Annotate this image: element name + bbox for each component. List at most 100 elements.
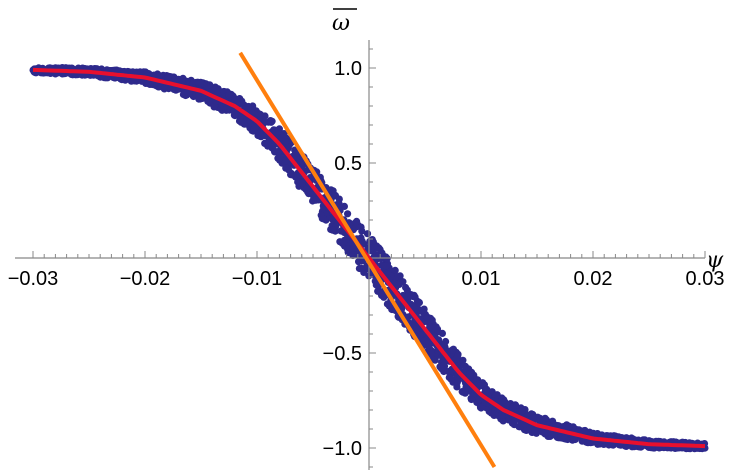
scatter-point — [418, 306, 426, 314]
scatter-point — [426, 323, 434, 331]
y-tick-label: 1.0 — [334, 58, 362, 80]
scatter-point — [482, 386, 490, 394]
fit-lines — [32, 51, 706, 469]
scatter-point — [467, 395, 475, 404]
scatter-point — [428, 350, 436, 359]
y-tick-label: 0.5 — [334, 153, 362, 175]
scatter-point — [508, 403, 517, 411]
x-tick-label: −0.02 — [120, 268, 171, 290]
scatter-point — [380, 293, 388, 301]
scatter-point — [267, 118, 275, 126]
scatter-point — [128, 77, 136, 85]
scatter-point — [372, 281, 380, 289]
scatter-point — [218, 106, 226, 114]
scatter-point — [225, 91, 233, 99]
scatter-point — [538, 428, 546, 436]
scatter-point — [340, 236, 348, 244]
scatter-point — [608, 441, 616, 449]
scatter-point — [257, 133, 265, 141]
scatter-point — [560, 435, 568, 443]
scatter-point — [531, 427, 539, 435]
tangent-line — [238, 51, 497, 469]
scatter-point — [402, 283, 410, 292]
scatter-point — [454, 377, 462, 385]
scatter-point — [410, 291, 418, 299]
scatter-point — [518, 407, 526, 415]
scatter-point — [416, 332, 424, 340]
scatter-point — [270, 147, 278, 155]
scatter-point — [282, 138, 290, 146]
scatter-point — [447, 375, 455, 383]
x-axis-title: ψ — [706, 248, 724, 273]
scatter-point — [352, 223, 360, 231]
scatter-point — [461, 389, 469, 397]
scatter-point — [368, 236, 376, 244]
scatter-point — [164, 74, 172, 82]
scatter-point — [125, 68, 133, 76]
scatter-point — [205, 97, 213, 105]
scatter-point — [423, 313, 432, 321]
scatter-point — [282, 164, 290, 172]
scatter-point — [330, 190, 338, 199]
x-tick-label: 0.03 — [686, 268, 725, 290]
x-tick-label: −0.03 — [8, 268, 59, 290]
scatter-point — [319, 215, 327, 223]
scatter-point — [565, 422, 573, 430]
scatter-point — [517, 419, 526, 427]
x-tick-label: 0.02 — [574, 268, 613, 290]
scatter-point — [433, 325, 442, 333]
scatter-point — [358, 264, 366, 273]
fit-curve — [32, 67, 706, 449]
scatter-point — [276, 154, 284, 162]
scatter-point — [340, 202, 348, 210]
scatter-point — [344, 210, 352, 218]
scatter-point — [438, 329, 446, 337]
scatter-point — [353, 217, 361, 225]
scatter-point — [178, 75, 186, 83]
scatter-point — [529, 414, 537, 422]
scatter-point — [240, 120, 248, 128]
scatter-point — [364, 245, 372, 253]
scatter-point — [415, 299, 423, 307]
scatter-point — [349, 251, 357, 259]
scatter-point — [374, 287, 382, 295]
scatter-point — [282, 157, 290, 165]
tick-labels: −0.03 −0.02 −0.01 0.01 0.02 0.03 1.0 0.5 −0.5 −1.… — [8, 58, 725, 460]
scatter-point — [309, 197, 317, 205]
scatter-point — [357, 223, 365, 231]
scatter-point — [476, 403, 485, 412]
scatter-point — [160, 85, 168, 93]
scatter-point — [454, 351, 462, 359]
scatter-point — [508, 419, 516, 427]
scatter-point — [284, 143, 292, 151]
x-tick-label: 0.01 — [462, 268, 501, 290]
scatter-point — [275, 125, 283, 133]
x-tick-label: −0.01 — [232, 268, 283, 290]
scatter-point — [391, 266, 399, 274]
scatter-point — [261, 112, 269, 120]
scatter-point — [251, 123, 260, 131]
scatter-point — [501, 398, 509, 406]
scatter-point — [298, 179, 306, 187]
scatter-point — [438, 364, 446, 373]
scatter-point — [116, 67, 124, 75]
scatter-point — [210, 103, 218, 111]
scatter-point — [425, 337, 433, 346]
scatter-point — [292, 150, 300, 158]
scatter-point — [329, 226, 337, 234]
scatter-point — [261, 118, 269, 126]
scatter-point — [412, 325, 420, 333]
scatter-point — [335, 195, 343, 203]
scatter-point — [289, 171, 297, 179]
y-axis-title: ω — [332, 11, 350, 36]
scatter-point — [378, 249, 386, 257]
y-tick-label: −0.5 — [323, 343, 362, 365]
scatter-point — [570, 435, 579, 443]
scatter-point — [384, 270, 392, 278]
scatter-point — [541, 414, 549, 422]
y-tick-label: −1.0 — [323, 438, 362, 460]
scatter-point — [302, 186, 310, 194]
scatter-point — [382, 262, 390, 270]
